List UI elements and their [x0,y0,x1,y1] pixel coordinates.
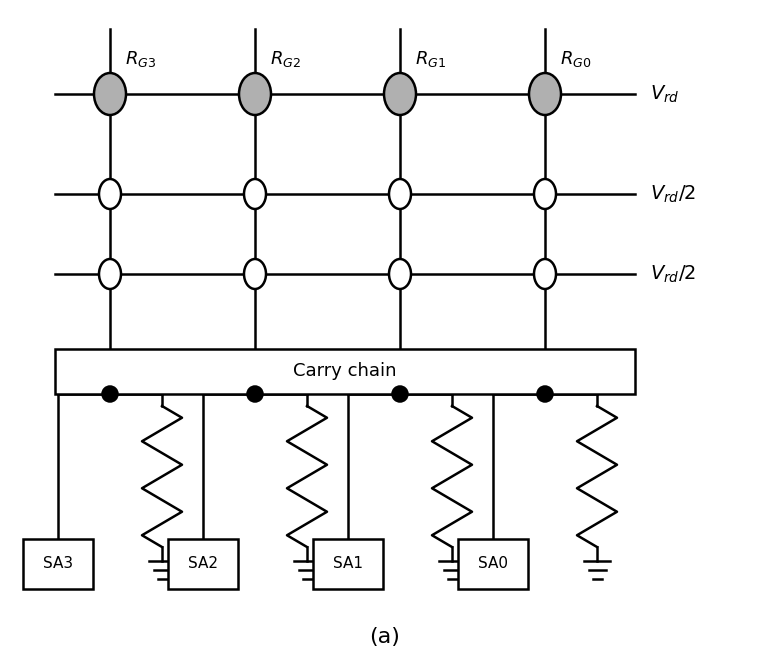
Ellipse shape [94,73,126,115]
Ellipse shape [239,73,271,115]
Text: $V_{rd}/2$: $V_{rd}/2$ [650,183,696,205]
Bar [458,539,528,589]
Ellipse shape [384,73,416,115]
Circle shape [247,386,262,401]
Text: $V_{rd}/2$: $V_{rd}/2$ [650,264,696,285]
Ellipse shape [99,259,121,289]
Bar [313,539,383,589]
Ellipse shape [99,179,121,209]
Bar [168,539,238,589]
Circle shape [392,386,408,401]
Ellipse shape [244,259,266,289]
Ellipse shape [534,259,556,289]
Text: SA1: SA1 [333,556,363,571]
Ellipse shape [529,73,561,115]
Text: $R_{G2}$: $R_{G2}$ [270,49,301,69]
Ellipse shape [389,179,411,209]
Ellipse shape [389,259,411,289]
Text: (a): (a) [369,627,400,647]
Circle shape [103,386,117,401]
Text: SA0: SA0 [478,556,508,571]
Ellipse shape [534,179,556,209]
Circle shape [537,386,553,401]
Text: SA2: SA2 [188,556,218,571]
Text: $R_{G3}$: $R_{G3}$ [125,49,157,69]
Text: $V_{rd}$: $V_{rd}$ [650,83,680,105]
Bar [23,539,93,589]
Text: Carry chain: Carry chain [293,362,397,380]
Ellipse shape [244,179,266,209]
Text: $R_{G1}$: $R_{G1}$ [415,49,446,69]
Text: SA3: SA3 [43,556,73,571]
Bar [55,349,635,394]
Text: $R_{G0}$: $R_{G0}$ [560,49,591,69]
